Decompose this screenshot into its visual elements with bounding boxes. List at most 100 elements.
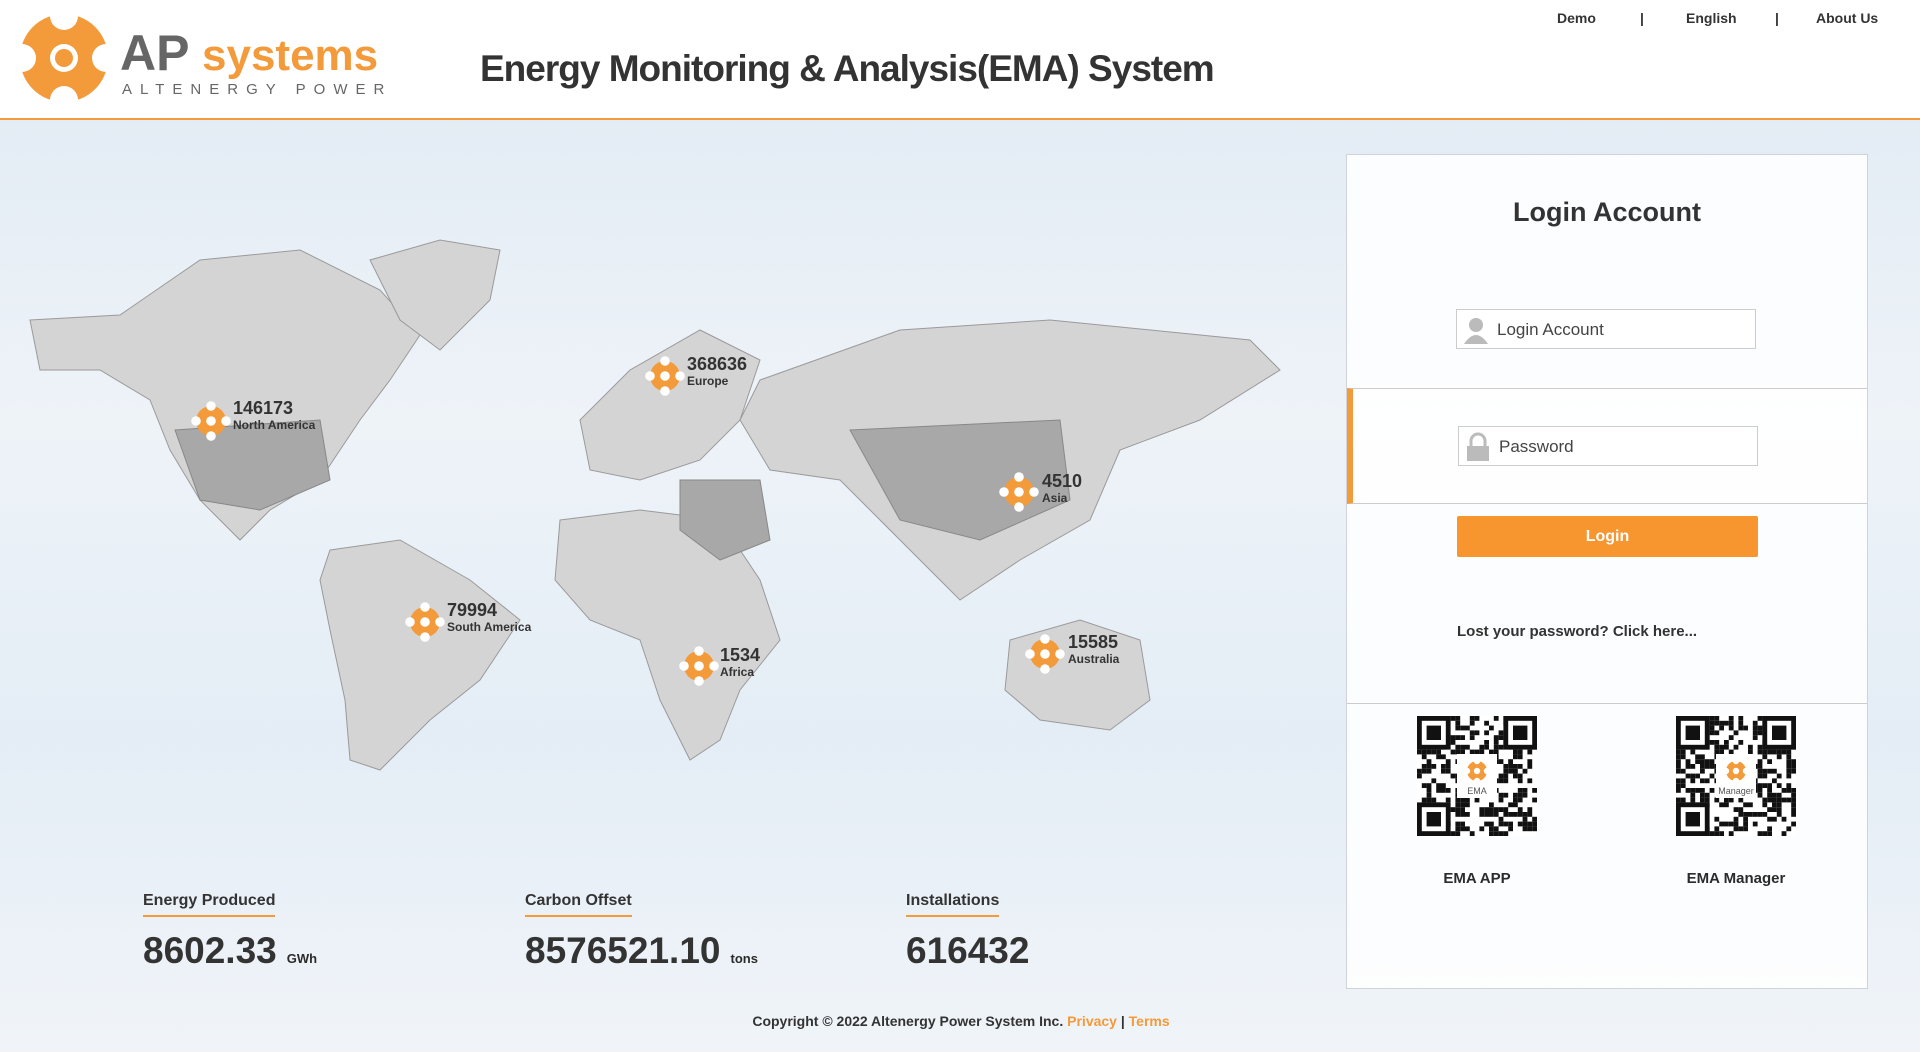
qr-cell [1772,816,1777,822]
qr-cell [1695,754,1700,760]
qr-cell [1791,764,1796,769]
qr-cell [1455,716,1461,721]
qr-cell [1513,764,1518,769]
qr-cell [1700,754,1705,760]
qr-cell [1738,725,1744,731]
qr-cell [1767,797,1772,803]
qr-cell [1460,826,1465,832]
marker-core [1040,649,1050,659]
qr-cell [1460,725,1465,731]
marker-cut [221,416,231,426]
qr-cell [1517,807,1523,812]
marker-cut [435,617,445,627]
qr-cell [1762,783,1768,788]
privacy-link[interactable]: Privacy [1067,1013,1117,1029]
qr-cell [1460,807,1465,812]
qr-cell [1685,759,1691,764]
qr-cell [1757,716,1763,721]
qr-cell [1503,821,1509,827]
qr-cell [1489,802,1494,808]
nav-link[interactable]: Demo [1557,10,1596,26]
qr-cell [1417,773,1422,779]
marker-core [206,416,216,426]
qr-cell [1489,831,1494,836]
qr-cell [1513,773,1518,779]
qr-cell [1786,759,1792,764]
login-panel: Login Account Login Lost your password? … [1346,154,1868,989]
qr-cell [1714,797,1720,803]
qr-cell [1513,792,1518,798]
qr-cell [1791,802,1796,808]
qr-cell [1421,749,1427,755]
qr-cell [1469,749,1475,755]
qr-cell [1532,821,1537,827]
qr-cell [1757,773,1763,779]
qr-cell [1469,730,1475,736]
qr-cell [1781,816,1787,822]
app-label: EMA Manager [1686,870,1786,887]
app-label: EMA APP [1443,870,1511,887]
qr-cell [1445,759,1451,764]
qr-cell [1426,788,1432,793]
qr-cell [1724,740,1729,745]
qr-cell [1738,797,1744,803]
account-input[interactable] [1495,310,1754,350]
qr-cell [1700,759,1705,764]
qr-cell [1489,807,1494,812]
qr-cell [1503,768,1509,774]
qr-cell [1498,816,1504,822]
qr-cell [1426,792,1432,798]
terms-link[interactable]: Terms [1128,1013,1170,1029]
marker-cut [1040,634,1050,644]
marker-cut [660,356,670,366]
qr-cell [1743,826,1748,832]
qr-cell [1484,740,1489,745]
qr-cell [1527,759,1533,764]
qr-cell [1460,821,1465,827]
qr-cell [1680,797,1686,803]
marker-cut [694,676,704,686]
forgot-link[interactable]: Lost your password? Click here... [1457,623,1698,640]
qr-cell [1733,730,1739,736]
qr-cell [1695,773,1700,779]
qr-cell [1484,744,1489,750]
qr-cell [1484,730,1489,736]
qr-cell [1489,725,1494,731]
password-input[interactable] [1497,427,1756,467]
qr-cell [1503,807,1509,812]
qr-cell [1493,831,1499,836]
qr-cell [1767,783,1772,788]
qr-cell [1719,831,1724,836]
qr-cell [1484,807,1489,812]
login-button[interactable]: Login [1457,516,1758,557]
qr-cell [1786,826,1792,832]
qr-cell [1757,783,1763,788]
qr-cell [1517,812,1523,817]
nav-link[interactable]: English [1686,10,1737,26]
stat-unit: GWh [286,951,318,966]
qr-cell [1757,725,1763,731]
qr-code: EMA [1417,716,1537,836]
qr-cell [1700,788,1705,793]
nav-link[interactable]: About Us [1816,10,1879,26]
qr-cell [1728,821,1734,827]
qr-cell [1441,768,1446,774]
qr-cell [1719,749,1724,755]
marker-cut [1029,487,1039,497]
qr-cell [1527,778,1533,784]
stat-value: 8576521.10 [525,930,721,971]
marker-cut [1040,664,1050,674]
qr-cell [1719,821,1724,827]
qr-finder [1426,812,1441,827]
qr-cell [1676,797,1681,803]
qr-cell [1772,807,1777,812]
qr-cell [1757,831,1763,836]
qr-cell [1517,792,1523,798]
qr-cell [1757,749,1763,755]
qr-cell [1460,797,1465,803]
qr-cell [1460,749,1465,755]
marker-cut [660,386,670,396]
stat: Installations 616432 [906,892,1166,972]
qr-cell [1503,764,1509,769]
qr-cell [1767,759,1772,764]
